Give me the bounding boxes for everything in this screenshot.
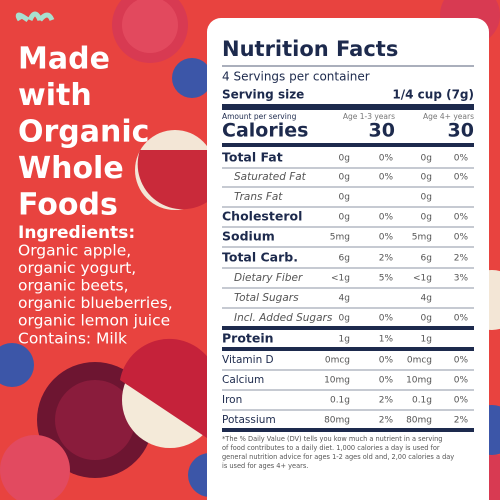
nutrient-value: 2% [379, 416, 394, 426]
nutrient-value: 10mg [406, 376, 432, 386]
nutrient-value: 1% [379, 335, 394, 345]
nutrient-value: 0% [379, 173, 394, 183]
nutrient-value: 0g [421, 314, 432, 324]
nutrient-name: Potassium [222, 414, 276, 426]
headline-line: Made [18, 42, 110, 77]
nutrient-value: 5% [379, 274, 394, 284]
amount-label: Amount per serving [222, 112, 297, 121]
nutrient-value: 80mg [324, 416, 350, 426]
nutrient-value: 0g [421, 213, 432, 223]
ingredient-line: Organic apple, [18, 242, 131, 260]
nutrient-value: 0% [379, 233, 394, 243]
nutrient-name: Iron [222, 394, 242, 406]
headline-line: Foods [18, 188, 118, 223]
nutrient-value: 3% [454, 274, 469, 284]
nutrient-value: 0% [379, 314, 394, 324]
calories-label: Calories [222, 120, 308, 142]
nutrient-value: 0% [454, 154, 469, 164]
footnote: general nutrition advice for ages 1-2 ag… [222, 453, 454, 461]
nutrient-name: Trans Fat [234, 191, 283, 203]
nutrient-name: Total Carb. [222, 250, 298, 265]
nutrient-value: 0g [421, 193, 432, 203]
nutrient-value: 5mg [330, 233, 350, 243]
nutrient-value: 80mg [406, 416, 432, 426]
nutrient-name: Calcium [222, 374, 264, 386]
serving-size-label: Serving size [222, 88, 304, 102]
nutrient-value: 0% [454, 356, 469, 366]
nutrient-name: Sodium [222, 229, 275, 244]
age-group: Age 1-3 years [343, 112, 395, 121]
nutrient-value: 0% [454, 233, 469, 243]
nutrient-name: Incl. Added Sugars [234, 312, 333, 324]
nutrient-value: 5mg [412, 233, 432, 243]
footnote: of food contributes to a daily diet. 1,0… [222, 444, 440, 452]
headline-line: with [18, 78, 92, 113]
ingredient-line: organic lemon juice [18, 312, 170, 330]
nutrient-value: 2% [379, 254, 394, 264]
nutrient-value: <1g [413, 274, 432, 284]
nutrient-value: 2% [379, 396, 394, 406]
nutrient-value: 0% [454, 213, 469, 223]
ingredient-line: organic yogurt, [18, 259, 136, 277]
nutrient-value: 0% [454, 173, 469, 183]
calories: 30 [369, 120, 395, 142]
nutrient-value: 0g [339, 154, 350, 164]
nutrient-value: 4g [421, 294, 432, 304]
nutrient-value: 0g [421, 154, 432, 164]
title: Nutrition Facts [222, 37, 398, 61]
nutrient-value: 0g [339, 173, 350, 183]
nutrient-value: 1g [339, 335, 350, 345]
nutrient-value: 0.1g [412, 396, 432, 406]
nutrient-value: 0% [379, 213, 394, 223]
nutrient-value: <1g [331, 274, 350, 284]
nutrient-value: 0% [454, 314, 469, 324]
ingredient-line: organic blueberries, [18, 294, 173, 312]
nutrient-name: Protein [222, 331, 274, 346]
age-group: Age 4+ years [423, 112, 474, 121]
nutrient-value: 0% [454, 376, 469, 386]
nutrient-value: 2% [454, 254, 469, 264]
headline-line: Whole [18, 151, 124, 186]
nutrient-value: 6g [339, 254, 350, 264]
nutrient-value: 4g [339, 294, 350, 304]
nutrient-value: 0.1g [330, 396, 350, 406]
contains: Contains: Milk [18, 330, 127, 348]
ingredients-heading: Ingredients: [18, 223, 135, 243]
nutrient-value: 0mcg [325, 356, 350, 366]
footnote: *The % Daily Value (DV) tells you kow mu… [222, 435, 442, 443]
nutrient-value: 0g [421, 173, 432, 183]
nutrient-name: Cholesterol [222, 209, 302, 224]
serving-size: 1/4 cup (7g) [392, 88, 474, 102]
nutrient-value: 0g [339, 314, 350, 324]
nutrient-value: 0% [454, 396, 469, 406]
nutrient-name: Saturated Fat [234, 171, 307, 183]
headline-line: Organic [18, 115, 149, 150]
ingredient-line: organic beets, [18, 277, 129, 295]
footnote: is used for ages 4+ years. [222, 462, 308, 470]
nutrient-name: Dietary Fiber [234, 272, 303, 284]
nutrient-value: 0% [379, 154, 394, 164]
nutrient-value: 0g [339, 193, 350, 203]
nutrient-value: 0% [379, 356, 394, 366]
nutrient-value: 0mcg [407, 356, 432, 366]
nutrition-panel [207, 18, 489, 504]
servings: 4 Servings per container [222, 70, 370, 84]
nutrient-value: 1g [421, 335, 432, 345]
nutrient-name: Vitamin D [222, 354, 274, 366]
calories: 30 [448, 120, 474, 142]
nutrition-facts: Nutrition Facts 4 Servings per container S… [222, 37, 474, 470]
nutrient-name: Total Fat [222, 150, 283, 165]
nutrient-value: 0% [379, 376, 394, 386]
left-text: MadewithOrganicWholeFoodsIngredients:Org… [18, 42, 173, 348]
nutrient-name: Total Sugars [234, 292, 299, 304]
nutrient-value: 6g [421, 254, 432, 264]
nutrient-value: 10mg [324, 376, 350, 386]
nutrient-value: 0g [339, 213, 350, 223]
nutrient-value: 2% [454, 416, 469, 426]
